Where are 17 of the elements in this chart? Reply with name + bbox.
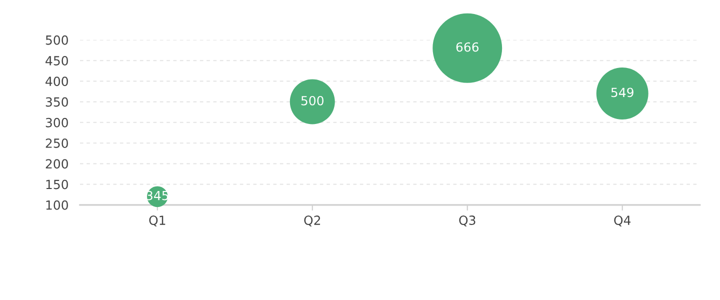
annotation: 500: [301, 96, 324, 106]
y-tick-label: 150: [46, 180, 68, 190]
annotation: 549: [611, 88, 634, 98]
y-tick-label: 400: [46, 76, 68, 86]
annotation: 345: [146, 190, 168, 200]
y-tick-label: 300: [46, 118, 68, 128]
y-tick-label: 500: [46, 35, 68, 45]
x-tick-label: Q1: [149, 216, 166, 226]
y-tick-label: 250: [46, 138, 68, 148]
y-tick-label: 350: [46, 97, 68, 107]
annotation: 666: [456, 42, 479, 52]
x-tick-label: Q2: [304, 216, 320, 226]
y-tick-label: 100: [46, 200, 68, 210]
x-tick-label: Q3: [459, 216, 476, 226]
y-tick-label: 200: [46, 159, 68, 169]
x-tick-label: Q4: [614, 216, 631, 226]
y-tick-label: 450: [46, 56, 68, 66]
